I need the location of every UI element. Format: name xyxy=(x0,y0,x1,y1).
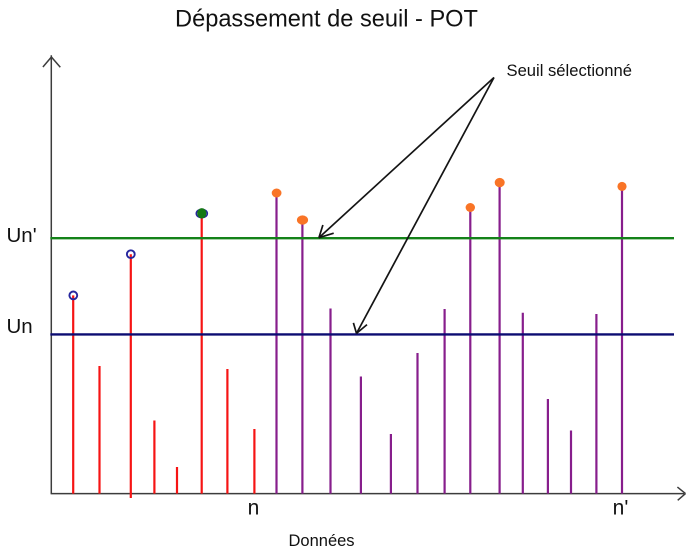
svg-text:n: n xyxy=(248,497,260,520)
svg-text:Un': Un' xyxy=(7,224,37,247)
svg-text:n': n' xyxy=(613,497,629,520)
svg-text:Dépassement de seuil - POT: Dépassement de seuil - POT xyxy=(175,6,478,32)
svg-text:Un: Un xyxy=(7,315,33,338)
svg-text:Données: Données xyxy=(289,532,355,550)
svg-text:Seuil sélectionné: Seuil sélectionné xyxy=(507,61,632,80)
